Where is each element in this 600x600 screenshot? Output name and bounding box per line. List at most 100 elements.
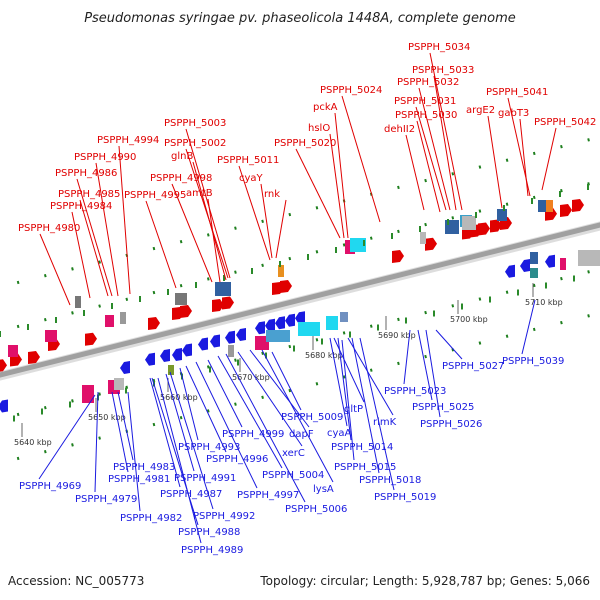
bottom-leader-line: [94, 391, 99, 493]
bottom-gene-label: PSPPH_5014: [331, 442, 393, 453]
bottom-leader-line: [225, 353, 306, 503]
reverse-gene-arrow: [545, 254, 555, 268]
map-title: Pseudomonas syringae pv. phaseolicola 14…: [84, 11, 516, 26]
top-leader-line: [341, 95, 381, 223]
misc-feature-box: [228, 345, 234, 357]
bottom-gene-label: PSPPH_5026: [420, 419, 482, 430]
feature-tracks: [0, 135, 600, 465]
bottom-gene-label: PSPPH_5027: [442, 361, 504, 372]
misc-feature-box: [168, 365, 174, 375]
misc-feature-box: [545, 200, 553, 212]
top-gene-label: pckA: [313, 102, 338, 113]
top-gene-label: amtB: [186, 188, 213, 199]
bottom-leader-line: [217, 355, 283, 469]
bottom-gene-label: PSPPH_5009: [281, 412, 343, 423]
track-boundary-dots: [0, 311, 600, 465]
top-gene-label: PSPPH_5041: [486, 87, 548, 98]
top-leader-line: [39, 233, 71, 306]
bottom-gene-label: lysA: [313, 484, 334, 495]
misc-feature-box: [578, 250, 600, 266]
reverse-gene-arrow: [295, 311, 305, 325]
top-gene-label: argE2: [466, 105, 495, 116]
top-gene-label: PSPPH_5033: [412, 65, 474, 76]
reverse-gene-arrow: [225, 330, 235, 344]
bottom-gene-label: PSPPH_5015: [334, 462, 396, 473]
top-gene-label: dehII2: [384, 124, 415, 135]
misc-feature-box: [340, 312, 348, 322]
forward-gene-arrow: [222, 296, 234, 310]
bottom-leader-line: [403, 329, 411, 385]
bottom-leader-line: [149, 377, 181, 488]
misc-feature-box: [278, 265, 284, 277]
bottom-gene-label: dapF: [289, 429, 314, 440]
reverse-gene-arrow: [182, 343, 192, 357]
misc-feature-box: [105, 315, 114, 327]
top-leader-line: [79, 199, 109, 297]
reverse-gene-arrow: [255, 321, 265, 335]
forward-gene-arrow: [85, 332, 97, 346]
bottom-leader-line: [165, 373, 195, 472]
top-gene-label: PSPPH_4985: [58, 189, 120, 200]
bottom-gene-label: PSPPH_5018: [359, 475, 421, 486]
bottom-leader-line: [271, 351, 302, 411]
top-gene-label: PSPPH_4995: [124, 190, 186, 201]
bottom-gene-label: PSPPH_4988: [178, 527, 240, 538]
bottom-gene-label: PSPPH_5039: [502, 356, 564, 367]
reverse-gene-arrow: [0, 399, 8, 413]
misc-feature-box: [175, 293, 187, 305]
top-gene-label: PSPPH_5024: [320, 85, 382, 96]
bottom-gene-label: cyaA: [327, 428, 352, 439]
bottom-gene-label: gltP: [344, 404, 363, 415]
bottom-gene-label: PSPPH_4983: [113, 462, 175, 473]
reverse-gene-arrow: [198, 337, 208, 351]
reverse-gene-arrow: [520, 259, 530, 272]
bottom-gene-label: PSPPH_4979: [75, 494, 137, 505]
misc-feature-box: [497, 209, 507, 221]
forward-gene-arrow: [280, 280, 292, 293]
scale-tick-label: 5710 kbp: [525, 298, 563, 307]
misc-feature-box: [120, 312, 126, 324]
misc-feature-box: [75, 296, 81, 308]
bottom-leader-line: [111, 391, 129, 473]
top-gene-label: PSPPH_4984: [50, 201, 112, 212]
bottom-leader-line: [329, 337, 348, 427]
bottom-gene-label: PSPPH_4996: [206, 454, 268, 465]
reverse-gene-arrow: [145, 352, 155, 366]
reverse-gene-arrow: [285, 313, 295, 327]
bottom-leader-line: [207, 359, 243, 428]
top-leader-line: [185, 128, 231, 279]
top-leader-line: [238, 165, 271, 261]
bottom-leader-line: [425, 329, 441, 418]
bottom-leader-line: [169, 371, 214, 510]
reverse-gene-arrow: [275, 316, 285, 330]
bottom-gene-label: PSPPH_4982: [120, 513, 182, 524]
top-gene-label: PSPPH_5042: [534, 117, 596, 128]
forward-gene-arrow: [212, 299, 224, 312]
scale-tick-label: 5690 kbp: [378, 331, 416, 340]
bottom-gene-label: PSPPH_4992: [193, 511, 255, 522]
top-gene-label: PSPPH_4998: [150, 173, 212, 184]
bottom-gene-label: PSPPH_5025: [412, 402, 474, 413]
bottom-gene-label: PSPPH_4997: [237, 490, 299, 501]
reverse-gene-arrow: [265, 318, 275, 332]
top-gene-label: PSPPH_4980: [18, 223, 80, 234]
reverse-gene-arrow: [210, 334, 220, 348]
bottom-gene-label: PSPPH_4991: [174, 473, 236, 484]
bottom-leader-line: [417, 329, 433, 401]
forward-gene-arrow: [478, 222, 490, 236]
bottom-leader-line: [185, 365, 227, 453]
top-leader-line: [95, 162, 119, 297]
misc-feature-box: [350, 238, 366, 252]
top-gene-label: PSPPH_5020: [274, 138, 336, 149]
top-leader-line: [185, 148, 229, 279]
top-gene-label: PSPPH_4990: [74, 152, 136, 163]
top-leader-line: [416, 120, 441, 213]
bottom-leader-line: [127, 391, 141, 512]
misc-feature-box: [530, 268, 538, 278]
scale-ticks: 5640 kbp 5650 kbp 5660 kbp 5670 kbp 5680 kbp…: [0, 184, 589, 447]
bottom-leader-line: [237, 351, 303, 447]
top-leader-line: [418, 87, 451, 211]
bottom-gene-label: PSPPH_5006: [285, 504, 347, 515]
